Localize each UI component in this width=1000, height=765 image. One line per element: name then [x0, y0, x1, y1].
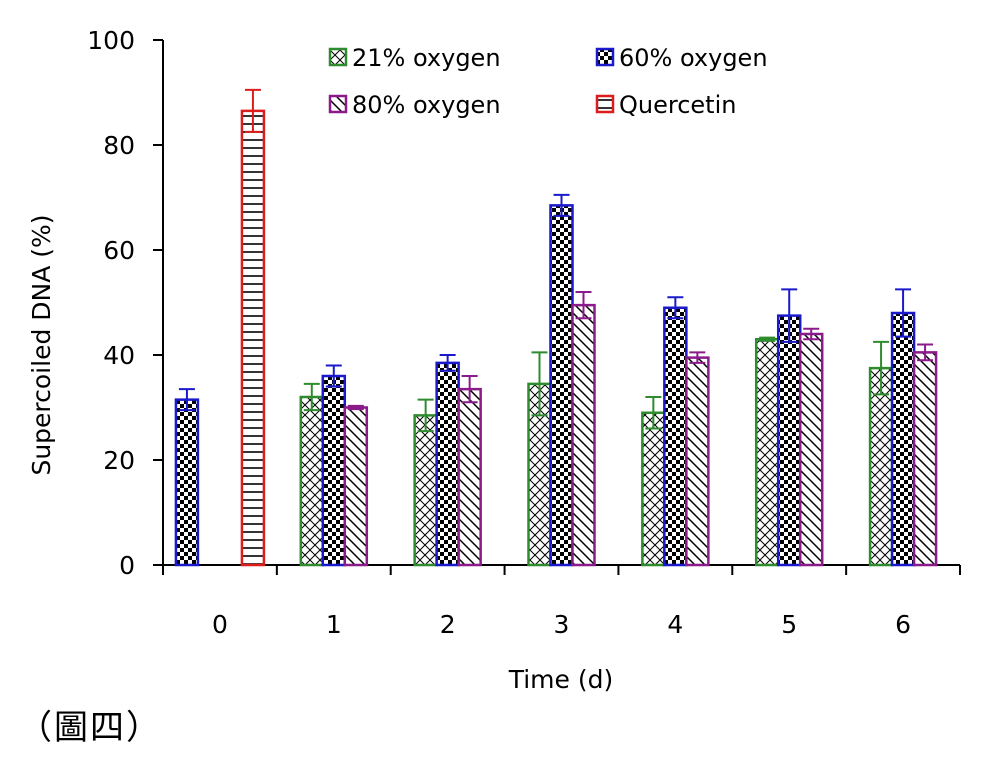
bar-60-oxygen-t6: [890, 311, 916, 567]
legend-item: 60% oxygen: [595, 44, 768, 72]
bar-21-oxygen-t4: [641, 411, 666, 567]
legend-label: 21% oxygen: [352, 44, 501, 72]
x-tick-label: 6: [895, 610, 911, 639]
bar-80-oxygen-t2: [457, 387, 482, 567]
error-bar: [645, 396, 662, 430]
bar-60-oxygen-t4: [663, 306, 688, 567]
bar-60-oxygen-t3: [549, 204, 574, 567]
error-bar: [895, 288, 912, 338]
error-bar: [417, 398, 434, 433]
error-bar: [759, 336, 776, 342]
error-bar: [689, 351, 706, 364]
bar-80-oxygen-t5: [798, 332, 824, 567]
legend-swatch: [595, 47, 615, 67]
bar-80-oxygen-t3: [571, 303, 596, 567]
bars: [174, 88, 938, 567]
legend-swatch: [328, 94, 348, 114]
error-bar: [461, 375, 478, 404]
x-tick-label: 4: [667, 610, 683, 639]
error-bar: [873, 340, 890, 396]
bar-21-oxygen-t1: [299, 395, 325, 567]
error-bar: [439, 354, 456, 372]
legend-swatch: [328, 47, 348, 67]
bar-21-oxygen-t2: [413, 414, 438, 567]
error-bar: [178, 388, 195, 412]
figure-caption: （圖四）: [18, 708, 162, 748]
y-tick-label: 40: [103, 341, 135, 370]
x-tick-label: 0: [212, 610, 228, 639]
bar-60-oxygen-t2: [435, 361, 460, 567]
x-tick-label: 2: [440, 610, 456, 639]
legend: 21% oxygen 60% oxygen 80% oxygen Quercetin: [328, 44, 768, 119]
x-axis-title: Time (d): [508, 665, 614, 694]
error-bar: [667, 296, 684, 320]
bar-80-oxygen-t4: [685, 356, 710, 567]
legend-item: 21% oxygen: [328, 44, 501, 72]
x-tick-label: 3: [554, 610, 570, 639]
y-tick-label: 20: [103, 446, 135, 475]
x-tick-label: 5: [781, 610, 797, 639]
legend-label: 80% oxygen: [352, 91, 501, 119]
error-bar: [303, 382, 320, 412]
y-tick-label: 0: [119, 551, 135, 580]
y-tick-label: 60: [103, 236, 135, 265]
bar-21-oxygen-t5: [754, 338, 780, 567]
legend-swatch: [595, 94, 615, 114]
x-tick-label: 1: [326, 610, 342, 639]
axes: 0 20 40 60 80 100 0 1 2 3 4 5 6 Time (d) Supercoiled D…: [27, 26, 961, 694]
error-bar: [531, 351, 548, 417]
y-tick-label: 100: [87, 26, 135, 55]
error-bar: [575, 291, 592, 320]
bar-21-oxygen-t6: [868, 366, 894, 567]
bar-60-oxygen-t0: [174, 398, 200, 567]
legend-item: 80% oxygen: [328, 91, 501, 119]
error-bar: [325, 364, 342, 388]
bar-quercetin-t0: [240, 109, 266, 567]
y-axis-title: Supercoiled DNA (%): [27, 214, 56, 475]
bar-60-oxygen-t1: [321, 374, 347, 567]
error-bar: [244, 88, 261, 133]
legend-label: Quercetin: [619, 91, 736, 119]
error-bar: [347, 404, 364, 411]
error-bar: [553, 193, 570, 217]
chart: 0 20 40 60 80 100 0 1 2 3 4 5 6 Time (d) Supercoiled D…: [27, 26, 961, 694]
y-tick-label: 80: [103, 131, 135, 160]
bar-80-oxygen-t6: [912, 351, 938, 567]
error-bar: [781, 288, 798, 343]
bar-60-oxygen-t5: [776, 314, 802, 567]
legend-item: Quercetin: [595, 91, 736, 119]
error-bar: [803, 327, 820, 341]
error-bar: [917, 343, 934, 362]
bar-80-oxygen-t1: [343, 406, 369, 567]
legend-label: 60% oxygen: [619, 44, 768, 72]
